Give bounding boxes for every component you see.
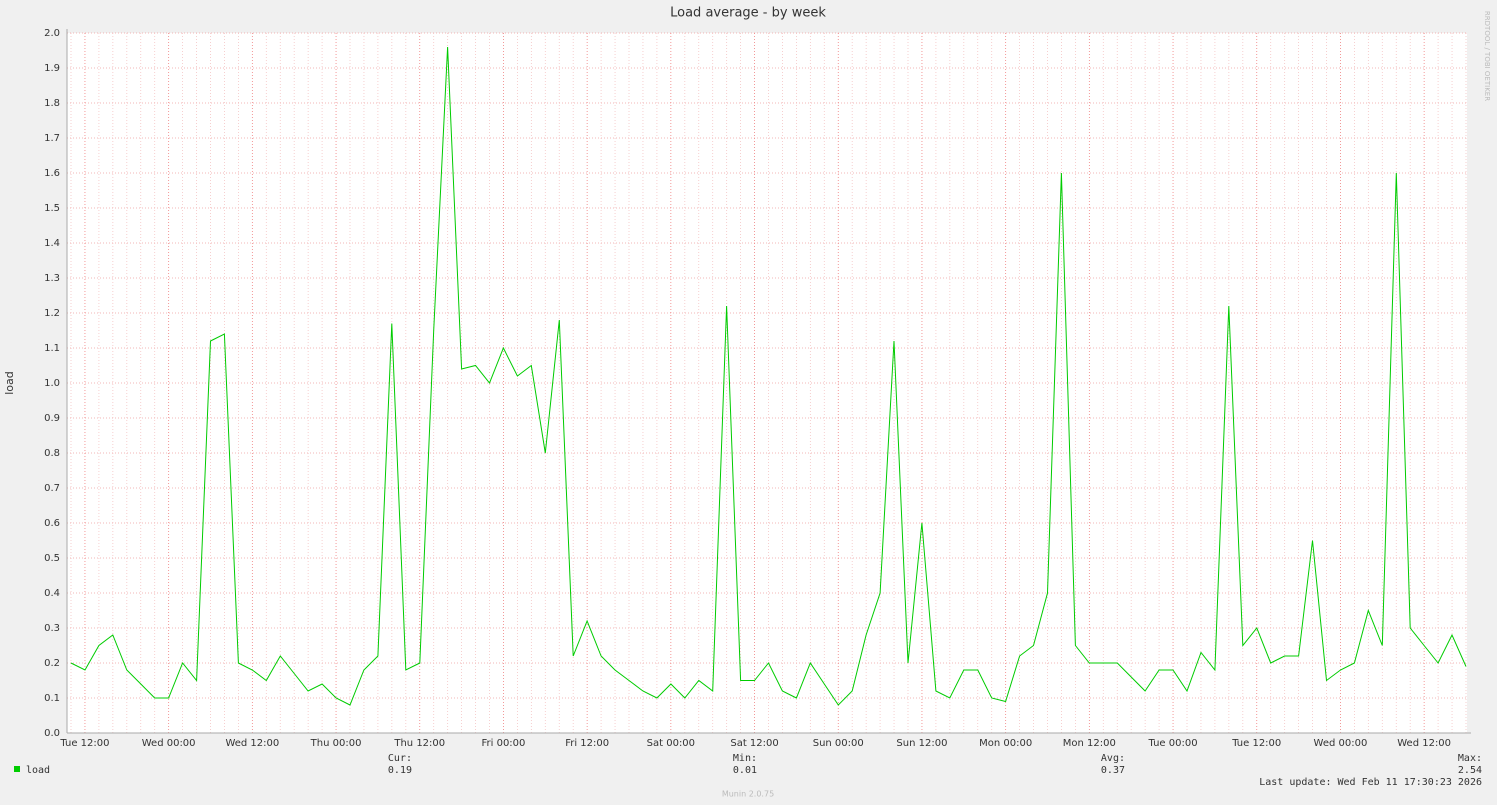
legend-stat-label: Cur: [388, 753, 412, 764]
y-axis-label: load [3, 371, 16, 395]
y-tick-label: 0.4 [44, 588, 60, 599]
series-line [70, 46, 1467, 706]
y-tick-label: 0.1 [44, 693, 60, 704]
chart-title: Load average - by week [670, 6, 826, 21]
footer: Munin 2.0.75 [722, 790, 774, 799]
y-tick-label: 1.5 [44, 203, 60, 214]
y-tick-label: 1.3 [44, 273, 60, 284]
y-tick-label: 0.0 [44, 728, 60, 739]
y-tick-label: 0.9 [44, 413, 60, 424]
x-tick-label: Thu 12:00 [393, 738, 445, 749]
y-tick-label: 1.1 [44, 343, 60, 354]
x-tick-label: Thu 00:00 [310, 738, 362, 749]
y-tick-label: 0.5 [44, 553, 60, 564]
y-tick-label: 1.9 [44, 63, 60, 74]
x-tick-label: Fri 12:00 [565, 738, 609, 749]
x-tick-label: Tue 12:00 [59, 738, 109, 749]
x-tick-label: Tue 00:00 [1148, 738, 1198, 749]
legend-stat-value: 0.37 [1101, 765, 1125, 776]
x-tick-label: Wed 00:00 [1314, 738, 1368, 749]
x-tick-label: Mon 12:00 [1063, 738, 1116, 749]
side-text: RRDTOOL / TOBI OETIKER [1483, 11, 1491, 101]
y-tick-label: 0.8 [44, 448, 60, 459]
x-tick-label: Sat 00:00 [647, 738, 695, 749]
y-tick-label: 0.3 [44, 623, 60, 634]
y-tick-label: 0.7 [44, 483, 60, 494]
y-tick-label: 1.2 [44, 308, 60, 319]
legend-stat-value: 0.01 [733, 765, 757, 776]
legend-stat-label: Avg: [1101, 753, 1125, 764]
x-tick-label: Wed 12:00 [1397, 738, 1451, 749]
y-tick-label: 2.0 [44, 28, 60, 39]
x-tick-label: Fri 00:00 [481, 738, 525, 749]
x-tick-label: Tue 12:00 [1231, 738, 1281, 749]
y-tick-label: 1.0 [44, 378, 60, 389]
legend-stat-label: Min: [733, 753, 757, 764]
y-tick-label: 1.8 [44, 98, 60, 109]
legend-swatch [14, 766, 20, 772]
y-tick-label: 0.6 [44, 518, 60, 529]
x-tick-label: Wed 12:00 [225, 738, 279, 749]
y-tick-label: 1.4 [44, 238, 60, 249]
x-tick-label: Sun 00:00 [813, 738, 864, 749]
legend-stat-value: 2.54 [1458, 765, 1482, 776]
y-tick-label: 0.2 [44, 658, 60, 669]
x-tick-label: Sat 12:00 [730, 738, 778, 749]
last-update: Last update: Wed Feb 11 17:30:23 2026 [1259, 777, 1482, 788]
marks [70, 46, 1467, 706]
legend-stat-label: Max: [1458, 753, 1482, 764]
legend-label: load [26, 765, 50, 776]
x-tick-label: Mon 00:00 [979, 738, 1032, 749]
y-tick-label: 1.7 [44, 133, 60, 144]
x-tick-label: Wed 00:00 [142, 738, 196, 749]
x-tick-label: Sun 12:00 [896, 738, 947, 749]
legend-stat-value: 0.19 [388, 765, 412, 776]
y-tick-label: 1.6 [44, 168, 60, 179]
